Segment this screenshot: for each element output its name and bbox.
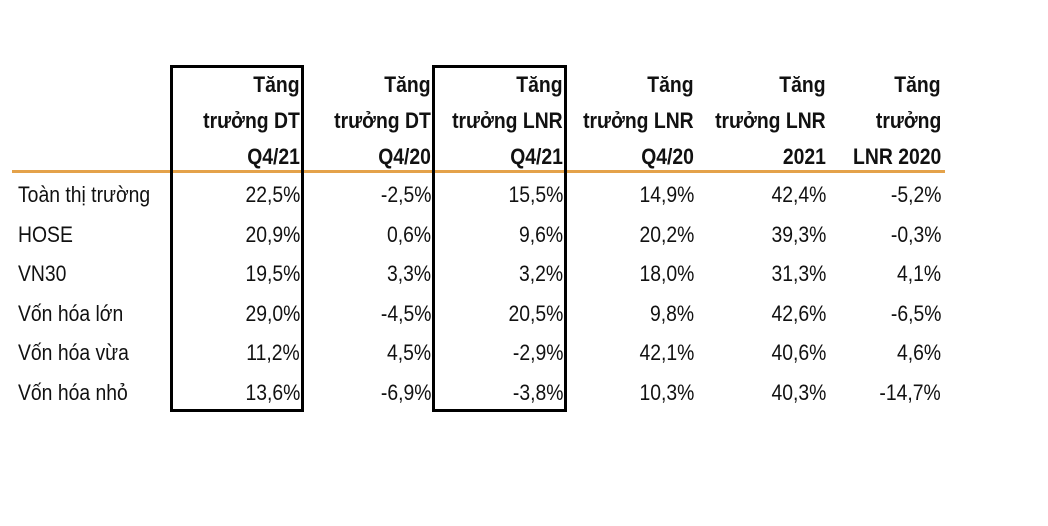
column-header: Tăng [894, 72, 941, 97]
cell: 13,6% [245, 379, 300, 405]
cell: 20,2% [639, 221, 694, 247]
cell: -6,9% [380, 379, 431, 405]
cell: -4,5% [380, 300, 431, 326]
highlight-box [432, 65, 567, 412]
cell: 11,2% [246, 340, 300, 365]
column-header: LNR 2020 [852, 144, 941, 169]
column-header: Tăng [384, 72, 431, 97]
column-header: trưởng DT [203, 108, 300, 133]
row-label: VN30 [18, 261, 67, 286]
column-header: 2021 [782, 144, 826, 169]
column-header: trưởng DT [334, 108, 431, 133]
cell: -0,3% [890, 221, 941, 247]
cell: 9,6% [518, 221, 563, 247]
cell: 3,3% [386, 261, 431, 286]
row-label: HOSE [18, 221, 73, 247]
column-header: trưởng LNR [715, 108, 826, 133]
row-label: Vốn hóa lớn [18, 300, 124, 326]
cell: 4,6% [896, 340, 941, 365]
row-label: Vốn hóa vừa [18, 340, 129, 365]
cell: -14,7% [879, 379, 941, 405]
cell: 10,3% [639, 379, 694, 405]
column-header: Tăng [647, 72, 694, 97]
cell: 39,3% [771, 221, 826, 247]
cell: 22,5% [245, 182, 300, 207]
cell: 20,9% [245, 221, 300, 247]
column-header: Q4/20 [378, 144, 431, 169]
cell: 4,1% [896, 261, 941, 286]
cell: -2,9% [512, 340, 563, 365]
cell: 19,5% [245, 261, 300, 286]
cell: -2,5% [380, 182, 431, 207]
cell: -5,2% [890, 182, 941, 207]
cell: 40,3% [771, 379, 826, 405]
column-header: Tăng [779, 72, 826, 97]
cell: 29,0% [245, 300, 300, 326]
cell: -6,5% [890, 300, 941, 326]
cell: 18,0% [639, 261, 694, 286]
cell: 31,3% [771, 261, 826, 286]
cell: 40,6% [771, 340, 826, 365]
cell: 15,5% [508, 182, 563, 207]
cell: 9,8% [649, 300, 694, 326]
column-header: Tăng [516, 72, 563, 97]
cell: 20,5% [508, 300, 563, 326]
column-header: Q4/21 [247, 144, 300, 169]
cell: 4,5% [386, 340, 431, 365]
cell: 42,4% [771, 182, 826, 207]
cell: 0,6% [386, 221, 431, 247]
column-header: trưởng LNR [452, 108, 563, 133]
column-header: Q4/21 [510, 144, 563, 169]
column-header: trưởng LNR [583, 108, 694, 133]
cell: 3,2% [518, 261, 563, 286]
row-label: Vốn hóa nhỏ [18, 379, 128, 405]
cell: -3,8% [512, 379, 563, 405]
highlight-box [170, 65, 304, 412]
cell: 42,1% [639, 340, 694, 365]
row-label: Toàn thị trường [18, 182, 151, 207]
cell: 14,9% [639, 182, 694, 207]
column-header: trưởng [875, 108, 941, 133]
column-header: Q4/20 [641, 144, 694, 169]
column-header: Tăng [253, 72, 300, 97]
cell: 42,6% [771, 300, 826, 326]
header-rule [12, 170, 945, 173]
